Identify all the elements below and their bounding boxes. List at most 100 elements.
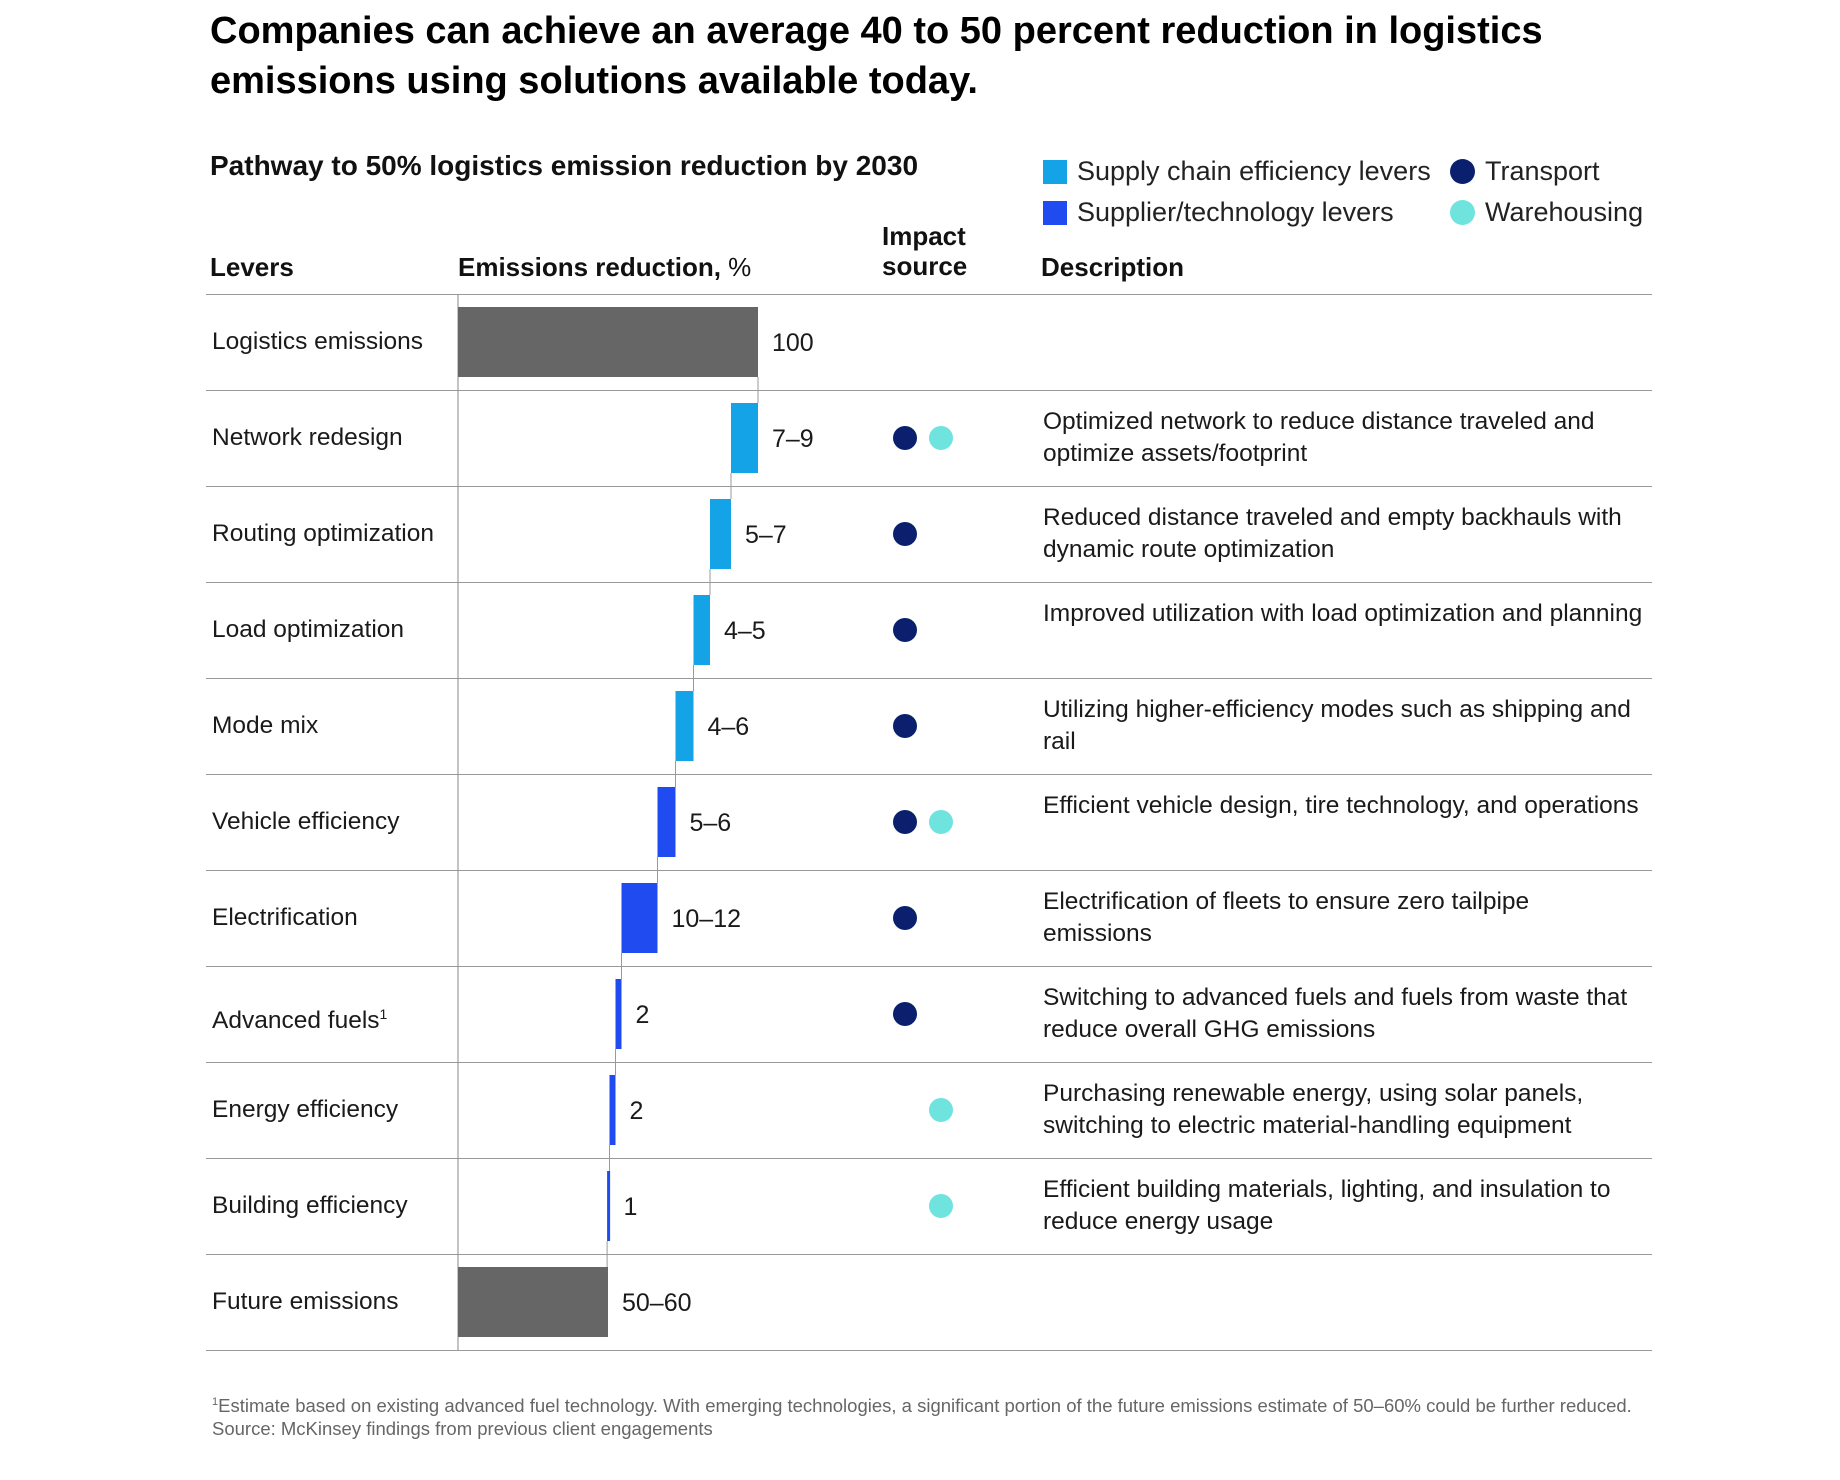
table-row-rule [206, 774, 1652, 775]
lever-name-text: Vehicle efficiency [212, 808, 400, 835]
lever-name: Vehicle efficiency [212, 807, 400, 837]
chart-subtitle: Pathway to 50% logistics emission reduct… [210, 150, 919, 181]
headline: Companies can achieve an average 40 to 5… [210, 10, 1543, 102]
lever-name: Advanced fuels1 [212, 999, 387, 1036]
transport-dot [893, 906, 917, 930]
col-emissions-label: Emissions reduction, [458, 252, 721, 282]
transport-dot [893, 522, 917, 546]
table-top-rule [206, 294, 1652, 295]
reduction-bar [615, 979, 622, 1049]
lever-name-text: Building efficiency [212, 1192, 408, 1219]
lever-name: Network redesign [212, 423, 403, 453]
reduction-bar [693, 595, 710, 665]
value-label: 100 [772, 329, 814, 357]
col-emissions: Emissions reduction, % [458, 252, 751, 282]
footnote-marker: 1 [379, 1006, 388, 1022]
footnote-body: Estimate based on existing advanced fuel… [218, 1395, 1632, 1417]
lever-name: Building efficiency [212, 1191, 408, 1221]
warehousing-dot [929, 810, 953, 834]
value-label: 10–12 [672, 905, 742, 933]
col-impact-line2: source [882, 251, 968, 281]
transport-dot [893, 426, 917, 450]
table-row-rule [206, 1062, 1652, 1063]
col-levers: Levers [210, 252, 294, 282]
reduction-bar [609, 1075, 616, 1145]
footnote: 1Estimate based on existing advanced fue… [212, 1391, 1632, 1440]
footnote-mark: 1 [212, 1396, 219, 1408]
lever-description: Electrification of fleets to ensure zero… [1043, 888, 1530, 947]
value-label: 2 [636, 1001, 650, 1029]
table-row-rule [206, 870, 1652, 871]
lever-name-text: Logistics emissions [212, 328, 424, 355]
table-row-rule [206, 966, 1652, 967]
reduction-bar [710, 499, 731, 569]
reduction-bar [657, 787, 676, 857]
lever-name-text: Load optimization [212, 616, 405, 643]
col-description: Description [1041, 252, 1185, 282]
transport-dot [893, 714, 917, 738]
warehousing-swatch [1450, 200, 1475, 225]
table-row-rule [206, 1254, 1652, 1255]
lever-name: Routing optimization [212, 519, 434, 549]
legend-warehousing-label: Warehousing [1485, 197, 1644, 227]
lever-description: Efficient building materials, lighting, … [1043, 1176, 1611, 1235]
value-label: 4–6 [708, 713, 750, 741]
reduction-bar [607, 1171, 611, 1241]
reduction-bar [675, 691, 694, 761]
lever-description: Purchasing renewable energy, using solar… [1043, 1080, 1584, 1139]
lever-name-text: Energy efficiency [212, 1096, 399, 1123]
lever-description: Optimized network to reduce distance tra… [1043, 408, 1595, 467]
lever-description: Improved utilization with load optimizat… [1043, 600, 1643, 627]
table-row-rule [206, 678, 1652, 679]
value-label: 1 [624, 1193, 638, 1221]
col-impact: Impact source [882, 221, 967, 281]
footnote-text: 1Estimate based on existing advanced fue… [212, 1391, 1632, 1417]
value-label: 4–5 [724, 617, 766, 645]
transport-dot [893, 1002, 917, 1026]
lever-name-text: Mode mix [212, 712, 319, 739]
lever-name: Load optimization [212, 615, 404, 645]
lever-name-text: Network redesign [212, 424, 403, 451]
table-row-rule [206, 1350, 1652, 1351]
lever-name: Logistics emissions [212, 327, 423, 357]
table-row-rule [206, 486, 1652, 487]
table-row-rule [206, 390, 1652, 391]
reduction-bar [731, 403, 758, 473]
value-label: 50–60 [622, 1289, 692, 1317]
lever-name-text: Future emissions [212, 1288, 399, 1315]
legend-supply-chain-label: Supply chain efficiency levers [1077, 156, 1431, 186]
table-row-rule [206, 1158, 1652, 1159]
legend-transport: Transport [1450, 156, 1600, 187]
lever-name-text: Electrification [212, 904, 358, 931]
lever-description: Reduced distance traveled and empty back… [1043, 504, 1622, 563]
lever-description: Switching to advanced fuels and fuels fr… [1043, 984, 1628, 1043]
total-bar [458, 1267, 608, 1337]
value-label: 2 [630, 1097, 644, 1125]
lever-name-text: Routing optimization [212, 520, 434, 547]
lever-name: Future emissions [212, 1287, 399, 1317]
waterfall-chart: 100 7–9 5–7 4–5 4–6 5–6 10–12 2 2 1 50–60 [457, 294, 814, 1350]
legend-transport-label: Transport [1485, 156, 1600, 186]
transport-swatch [1450, 159, 1475, 184]
col-emissions-unit: % [720, 252, 752, 282]
lever-name: Energy efficiency [212, 1095, 398, 1125]
lever-description: Efficient vehicle design, tire technolog… [1043, 792, 1639, 819]
total-bar [458, 307, 758, 377]
legend-supply-chain: Supply chain efficiency levers [1043, 156, 1431, 187]
supplier-tech-swatch [1043, 200, 1067, 225]
warehousing-dot [929, 1098, 953, 1122]
warehousing-dot [929, 426, 953, 450]
lever-name: Electrification [212, 903, 358, 933]
lever-name: Mode mix [212, 711, 318, 741]
warehousing-dot [929, 1194, 953, 1218]
value-label: 5–6 [690, 809, 732, 837]
lever-description: Utilizing higher-efficiency modes such a… [1043, 696, 1631, 755]
transport-dot [893, 810, 917, 834]
table-row-rule [206, 582, 1652, 583]
legend-supplier-tech: Supplier/technology levers [1043, 197, 1394, 228]
legend-supplier-tech-label: Supplier/technology levers [1077, 197, 1394, 227]
supply-chain-swatch [1043, 159, 1067, 184]
value-label: 7–9 [772, 425, 814, 453]
col-impact-line1: Impact [882, 221, 966, 251]
source-text: Source: McKinsey findings from previous … [212, 1418, 713, 1440]
